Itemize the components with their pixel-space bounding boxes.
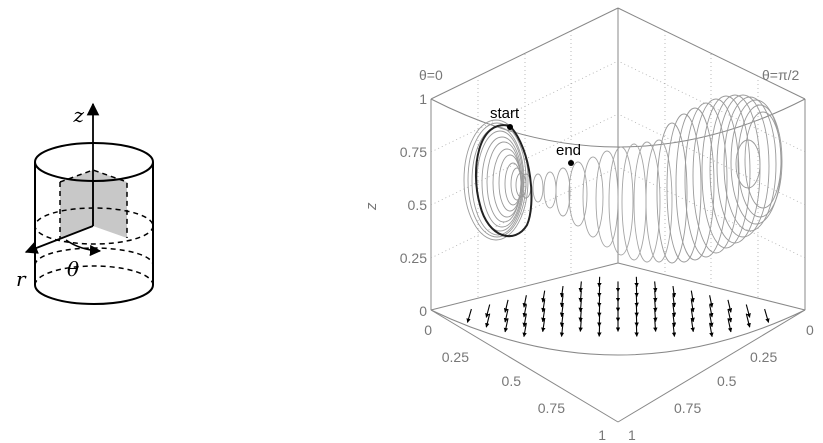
right-tick-1: 1 xyxy=(628,427,636,443)
left-tick-0: 0 xyxy=(424,322,432,338)
sector-outline xyxy=(59,169,128,238)
left-axis-ticks: 0 0.25 0.5 0.75 1 xyxy=(424,322,606,443)
vector-arrow xyxy=(559,322,565,337)
z-axis-title: z xyxy=(363,202,380,211)
z-tick-0.75: 0.75 xyxy=(400,144,427,160)
z-tick-1: 1 xyxy=(419,91,427,107)
vector-arrow xyxy=(671,304,677,318)
vector-arrow xyxy=(653,318,658,332)
cylinder-bottom-back xyxy=(34,265,154,286)
left-tick-0.25: 0.25 xyxy=(442,349,469,365)
z-axis-label: z xyxy=(72,103,84,127)
corner-label-theta0: θ=0 xyxy=(419,67,443,83)
vector-arrow xyxy=(541,308,546,323)
plot-frame xyxy=(430,7,806,423)
start-marker xyxy=(507,124,513,130)
vector-arrow xyxy=(671,322,677,337)
z-tick-0: 0 xyxy=(419,303,427,319)
left-tick-0.75: 0.75 xyxy=(538,400,565,416)
vector-arrow xyxy=(522,313,527,328)
trajectory-right-torus xyxy=(656,94,783,264)
vector-arrow xyxy=(709,313,714,328)
vector-arrow xyxy=(690,318,695,333)
vector-arrow xyxy=(578,299,583,313)
r-axis-arrow xyxy=(24,225,94,254)
vector-arrow xyxy=(541,318,546,333)
trajectory-limit-cycle xyxy=(474,124,533,238)
z-axis-ticks: 0 0.25 0.5 0.75 1 xyxy=(400,91,427,319)
vector-arrow xyxy=(559,295,565,308)
phase-plot-3d: start end θ=0 θ=π/2 z 0 0.25 0.5 0.75 1 … xyxy=(363,7,814,443)
vector-arrow xyxy=(727,299,733,313)
vector-arrow xyxy=(709,322,714,338)
vector-arrow xyxy=(690,290,695,303)
vector-arrow xyxy=(727,308,733,323)
vector-arrow xyxy=(466,308,472,323)
r-axis-label: r xyxy=(16,267,27,291)
vector-arrow xyxy=(690,299,695,313)
vector-arrow xyxy=(709,295,714,308)
right-axis-ticks: 0 0.25 0.5 0.75 1 xyxy=(628,322,814,443)
vector-arrow xyxy=(522,295,527,308)
vector-arrow xyxy=(503,299,509,313)
vector-arrow xyxy=(503,318,509,333)
vector-arrow xyxy=(559,285,565,298)
vector-arrow xyxy=(578,281,583,293)
theta-arrow xyxy=(65,239,102,257)
z-tick-0.5: 0.5 xyxy=(408,197,428,213)
vector-arrow xyxy=(671,313,677,328)
vector-arrow xyxy=(745,313,751,328)
cylinder-mid-ellipse xyxy=(34,207,154,245)
cylinder-bottom-front xyxy=(34,284,154,305)
end-label: end xyxy=(556,142,581,159)
vector-arrow xyxy=(653,281,658,293)
vector-arrow xyxy=(541,290,546,303)
vector-field xyxy=(466,276,770,338)
right-tick-0.25: 0.25 xyxy=(750,349,777,365)
vector-arrow xyxy=(503,308,509,323)
trajectory-loops xyxy=(532,139,673,263)
vector-arrow xyxy=(578,290,583,303)
vector-arrow xyxy=(559,304,565,318)
vector-arrow xyxy=(559,313,565,328)
theta-label: θ xyxy=(67,257,79,281)
vector-arrow xyxy=(727,318,733,333)
plot-grid xyxy=(430,31,806,298)
left-tick-1: 1 xyxy=(598,427,606,443)
vector-arrow xyxy=(522,304,527,318)
vector-arrow xyxy=(671,295,677,308)
vector-arrow xyxy=(709,304,714,318)
vector-arrow xyxy=(653,290,658,303)
left-tick-0.5: 0.5 xyxy=(502,373,522,389)
vector-arrow xyxy=(671,285,677,298)
vector-arrow xyxy=(485,304,491,318)
z-tick-0.25: 0.25 xyxy=(400,250,427,266)
vector-arrow xyxy=(541,299,546,313)
right-tick-0.5: 0.5 xyxy=(717,373,737,389)
start-label: start xyxy=(490,105,520,122)
vector-arrow xyxy=(690,308,695,323)
vector-arrow xyxy=(653,309,658,323)
vector-arrow xyxy=(578,309,583,323)
vector-arrow xyxy=(485,313,491,328)
vector-arrow xyxy=(522,322,527,338)
end-marker xyxy=(568,160,574,166)
corner-label-theta-pi2: θ=π/2 xyxy=(762,67,800,83)
right-tick-0.75: 0.75 xyxy=(674,400,701,416)
vector-arrow xyxy=(578,318,583,332)
vector-arrow xyxy=(745,304,751,318)
vector-arrow xyxy=(653,299,658,313)
vector-arrow xyxy=(764,308,770,323)
right-tick-0: 0 xyxy=(806,322,814,338)
cylinder-schematic: z r θ xyxy=(16,102,154,305)
trajectory-left-torus xyxy=(463,119,532,241)
